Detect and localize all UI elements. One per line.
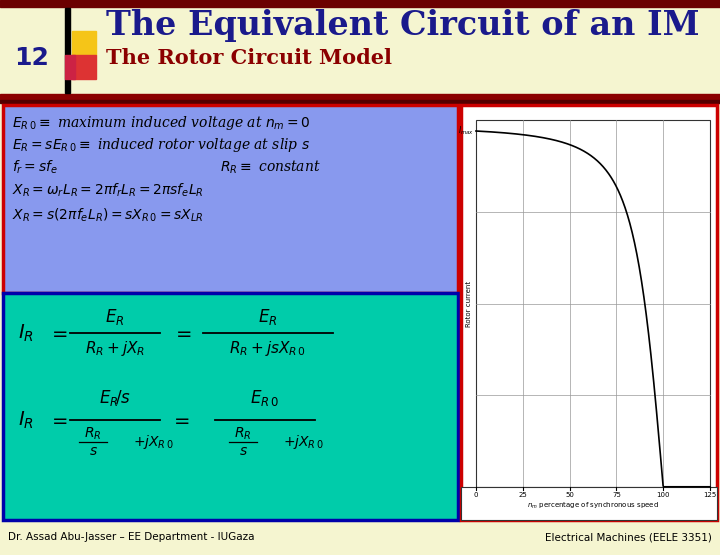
Text: Dr. Assad Abu-Jasser – EE Department - IUGaza: Dr. Assad Abu-Jasser – EE Department - I… xyxy=(8,532,254,542)
Text: $I_{max}$: $I_{max}$ xyxy=(458,125,474,137)
Text: $X_R=\omega_r L_R=2\pi f_r L_R=2\pi s f_e L_R$: $X_R=\omega_r L_R=2\pi f_r L_R=2\pi s f_… xyxy=(12,181,204,199)
Bar xyxy=(65,55,75,79)
Text: $E_R=sE_{R\,0}\equiv$ induced rotor voltage at slip $s$: $E_R=sE_{R\,0}\equiv$ induced rotor volt… xyxy=(12,136,310,154)
Text: 100: 100 xyxy=(657,492,670,498)
Text: $X_R=s(2\pi f_e L_R)=sX_{R\,0}=sX_{LR}$: $X_R=s(2\pi f_e L_R)=sX_{R\,0}=sX_{LR}$ xyxy=(12,206,203,224)
Text: $R_R$: $R_R$ xyxy=(84,426,102,442)
Bar xyxy=(476,120,710,487)
Text: $+jX_{R\,0}$: $+jX_{R\,0}$ xyxy=(283,433,324,451)
Text: $f_r=sf_e$: $f_r=sf_e$ xyxy=(12,158,58,176)
Text: 12: 12 xyxy=(14,46,50,70)
Text: $=$: $=$ xyxy=(170,411,190,429)
Bar xyxy=(0,0,720,7)
Text: The Equivalent Circuit of an IM: The Equivalent Circuit of an IM xyxy=(106,8,700,42)
Bar xyxy=(72,55,96,79)
Text: Rotor current: Rotor current xyxy=(466,280,472,326)
Bar xyxy=(0,7,720,95)
Text: $E_R$: $E_R$ xyxy=(258,307,278,327)
Text: $+jX_{R\,0}$: $+jX_{R\,0}$ xyxy=(133,433,174,451)
Bar xyxy=(72,31,96,55)
Bar xyxy=(461,487,717,520)
Bar xyxy=(3,105,458,293)
Text: 50: 50 xyxy=(565,492,574,498)
Text: $R_R+jX_R$: $R_R+jX_R$ xyxy=(85,340,145,359)
Text: $R_R$: $R_R$ xyxy=(234,426,252,442)
Text: $E_{R\,0}$: $E_{R\,0}$ xyxy=(251,388,279,408)
Bar xyxy=(461,105,717,520)
Text: $R_R\equiv$ constant: $R_R\equiv$ constant xyxy=(220,158,321,176)
Bar xyxy=(0,94,720,100)
Text: 125: 125 xyxy=(703,492,716,498)
Text: $=$: $=$ xyxy=(48,324,68,342)
Text: $=$: $=$ xyxy=(172,324,192,342)
Bar xyxy=(0,100,720,103)
Bar xyxy=(3,293,458,520)
Text: 0: 0 xyxy=(474,492,478,498)
Text: $R_R+jsX_{R\,0}$: $R_R+jsX_{R\,0}$ xyxy=(230,340,307,359)
Text: $s$: $s$ xyxy=(238,444,248,458)
Bar xyxy=(461,488,717,520)
Text: $s$: $s$ xyxy=(89,444,97,458)
Text: 75: 75 xyxy=(612,492,621,498)
Text: $I_R$: $I_R$ xyxy=(18,410,34,431)
Text: $n_m$ percentage of synchronous speed: $n_m$ percentage of synchronous speed xyxy=(527,501,659,511)
Text: 25: 25 xyxy=(518,492,527,498)
Text: $I_R$: $I_R$ xyxy=(18,322,34,344)
Text: The Rotor Circuit Model: The Rotor Circuit Model xyxy=(106,48,392,68)
Bar xyxy=(65,8,70,93)
Text: $E_R$: $E_R$ xyxy=(105,307,125,327)
Text: $E_{R\,0}\equiv$ maximum induced voltage at $n_m=0$: $E_{R\,0}\equiv$ maximum induced voltage… xyxy=(12,114,310,132)
Text: $=$: $=$ xyxy=(48,411,68,429)
Text: $E_R\!/s$: $E_R\!/s$ xyxy=(99,388,131,408)
Text: Electrical Machines (EELE 3351): Electrical Machines (EELE 3351) xyxy=(545,532,712,542)
